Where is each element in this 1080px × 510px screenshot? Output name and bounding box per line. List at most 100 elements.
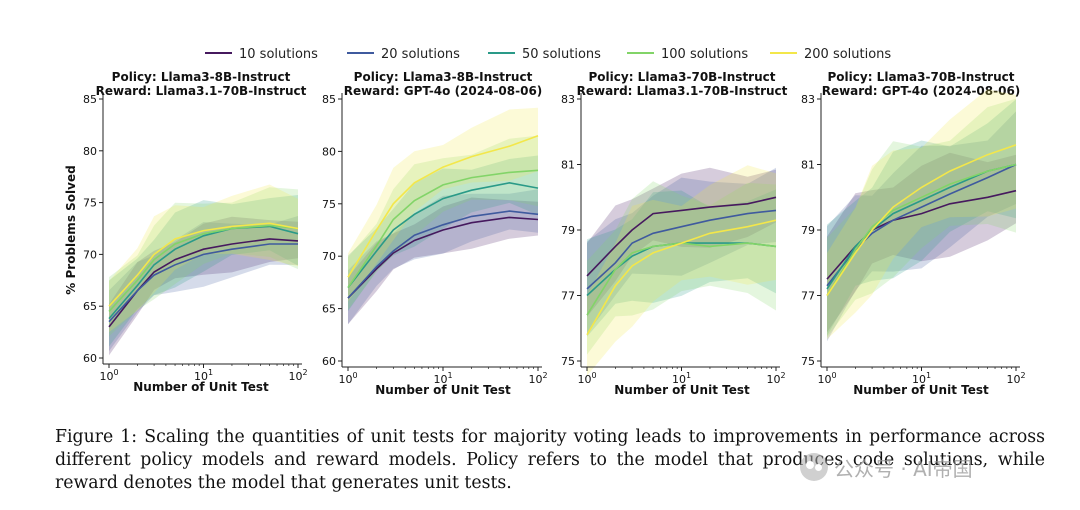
x-axis-label: Number of Unit Test [375, 383, 511, 397]
panel-title-line: Policy: Llama3-70B-Instruct [828, 70, 1015, 84]
panel-title-line: Policy: Llama3-8B-Instruct [354, 70, 533, 84]
band-50-solutions [109, 195, 298, 347]
band-20-solutions [109, 216, 298, 352]
y-tick-label: 85 [322, 93, 336, 106]
legend-item-3: 50 solutions [488, 47, 601, 62]
series-line-200-solutions [586, 219, 777, 336]
x-tick-label: 100 [338, 371, 357, 386]
band-100-solutions [348, 135, 538, 310]
confidence-bands [348, 107, 538, 325]
legend-item-5: 200 solutions [770, 47, 891, 62]
legend-label: 100 solutions [661, 47, 748, 62]
y-tick-label: 81 [561, 159, 575, 172]
watermark-text: 公众号 · AI帝国 [834, 456, 973, 481]
y-tick-label: 65 [83, 300, 97, 313]
x-tick-label: 101 [912, 371, 931, 386]
x-tick-label: 101 [433, 371, 452, 386]
x-tick-label: 102 [288, 368, 307, 383]
x-axis-label: Number of Unit Test [614, 383, 750, 397]
x-tick-label: 102 [766, 371, 785, 386]
series-line-20-solutions [586, 209, 777, 290]
legend-label: 20 solutions [381, 47, 460, 62]
legend-label: 200 solutions [804, 47, 891, 62]
y-tick-label: 75 [801, 355, 815, 368]
y-tick-label: 70 [83, 248, 97, 261]
y-tick-label: 75 [83, 197, 97, 210]
panel-title-line: Reward: GPT-4o (2024-08-06) [344, 84, 543, 98]
y-tick-label: 81 [801, 159, 815, 172]
x-axis-label: Number of Unit Test [133, 380, 269, 394]
x-tick-label: 100 [99, 368, 118, 383]
wechat-icon [800, 453, 828, 481]
series-line-100-solutions [586, 242, 777, 316]
panel-title-line: Policy: Llama3-8B-Instruct [112, 70, 291, 84]
series-line-200-solutions [826, 144, 1017, 296]
y-tick-label: 79 [801, 224, 815, 237]
series-line-50-solutions [108, 225, 299, 320]
x-tick-label: 102 [1006, 371, 1025, 386]
x-axis-label: Number of Unit Test [853, 383, 989, 397]
chart-legend: 10 solutions 20 solutions 50 solutions 100 … [205, 47, 891, 62]
y-tick-label: 83 [561, 93, 575, 106]
y-tick-label: 83 [801, 93, 815, 106]
band-20-solutions [348, 189, 538, 325]
series-line-100-solutions [826, 163, 1017, 296]
y-tick-label: 60 [83, 352, 97, 365]
legend-label: 50 solutions [522, 47, 601, 62]
y-tick-label: 75 [561, 355, 575, 368]
legend-item-2: 20 solutions [347, 47, 460, 62]
band-100-solutions [827, 98, 1016, 338]
band-50-solutions [348, 155, 538, 312]
band-50-solutions [827, 99, 1016, 336]
series-line-100-solutions [347, 169, 539, 289]
band-100-solutions [587, 181, 776, 355]
legend-item-4: 100 solutions [627, 47, 748, 62]
confidence-bands [109, 184, 298, 356]
figure-caption: Figure 1: Scaling the quantities of unit… [55, 427, 1045, 493]
x-tick-label: 101 [672, 371, 691, 386]
series-line-100-solutions [108, 224, 299, 312]
series-line-50-solutions [347, 181, 539, 289]
series-line-10-solutions [347, 216, 539, 299]
series-line-200-solutions [108, 222, 299, 307]
panel-title-line: Reward: Llama3.1-70B-Instruct [96, 84, 307, 98]
series-line-200-solutions [347, 134, 539, 278]
band-20-solutions [827, 111, 1016, 342]
x-tick-label: 102 [528, 371, 547, 386]
series-line-10-solutions [586, 196, 777, 277]
x-tick-label: 100 [577, 371, 596, 386]
band-10-solutions [827, 152, 1016, 333]
y-tick-label: 80 [322, 145, 336, 158]
confidence-bands [827, 89, 1016, 342]
y-tick-label: 75 [322, 198, 336, 211]
y-tick-label: 80 [83, 145, 97, 158]
band-10-solutions [109, 216, 298, 356]
series-line-20-solutions [108, 243, 298, 323]
panel-title-line: Reward: GPT-4o (2024-08-06) [822, 84, 1021, 98]
legend-item-1: 10 solutions [205, 47, 318, 62]
y-tick-label: 79 [561, 224, 575, 237]
y-tick-label: 60 [322, 355, 336, 368]
band-200-solutions [348, 107, 538, 302]
legend-label: 10 solutions [239, 47, 318, 62]
y-tick-label: 85 [83, 93, 97, 106]
band-50-solutions [587, 189, 776, 337]
y-tick-label: 77 [561, 290, 575, 303]
watermark: 公众号 · AI帝国 [800, 450, 1050, 484]
band-200-solutions [587, 165, 776, 376]
band-200-solutions [109, 184, 298, 333]
series-line-20-solutions [347, 210, 539, 299]
y-axis-label: % Problems Solved [64, 165, 78, 294]
y-tick-label: 70 [322, 250, 336, 263]
x-tick-label: 100 [817, 371, 836, 386]
band-20-solutions [587, 167, 776, 334]
x-tick-label: 101 [194, 368, 213, 383]
y-tick-label: 65 [322, 303, 336, 316]
figure-canvas: 10 solutions 20 solutions 50 solutions 100 … [64, 47, 1026, 397]
band-10-solutions [348, 197, 538, 325]
y-tick-label: 77 [801, 290, 815, 303]
